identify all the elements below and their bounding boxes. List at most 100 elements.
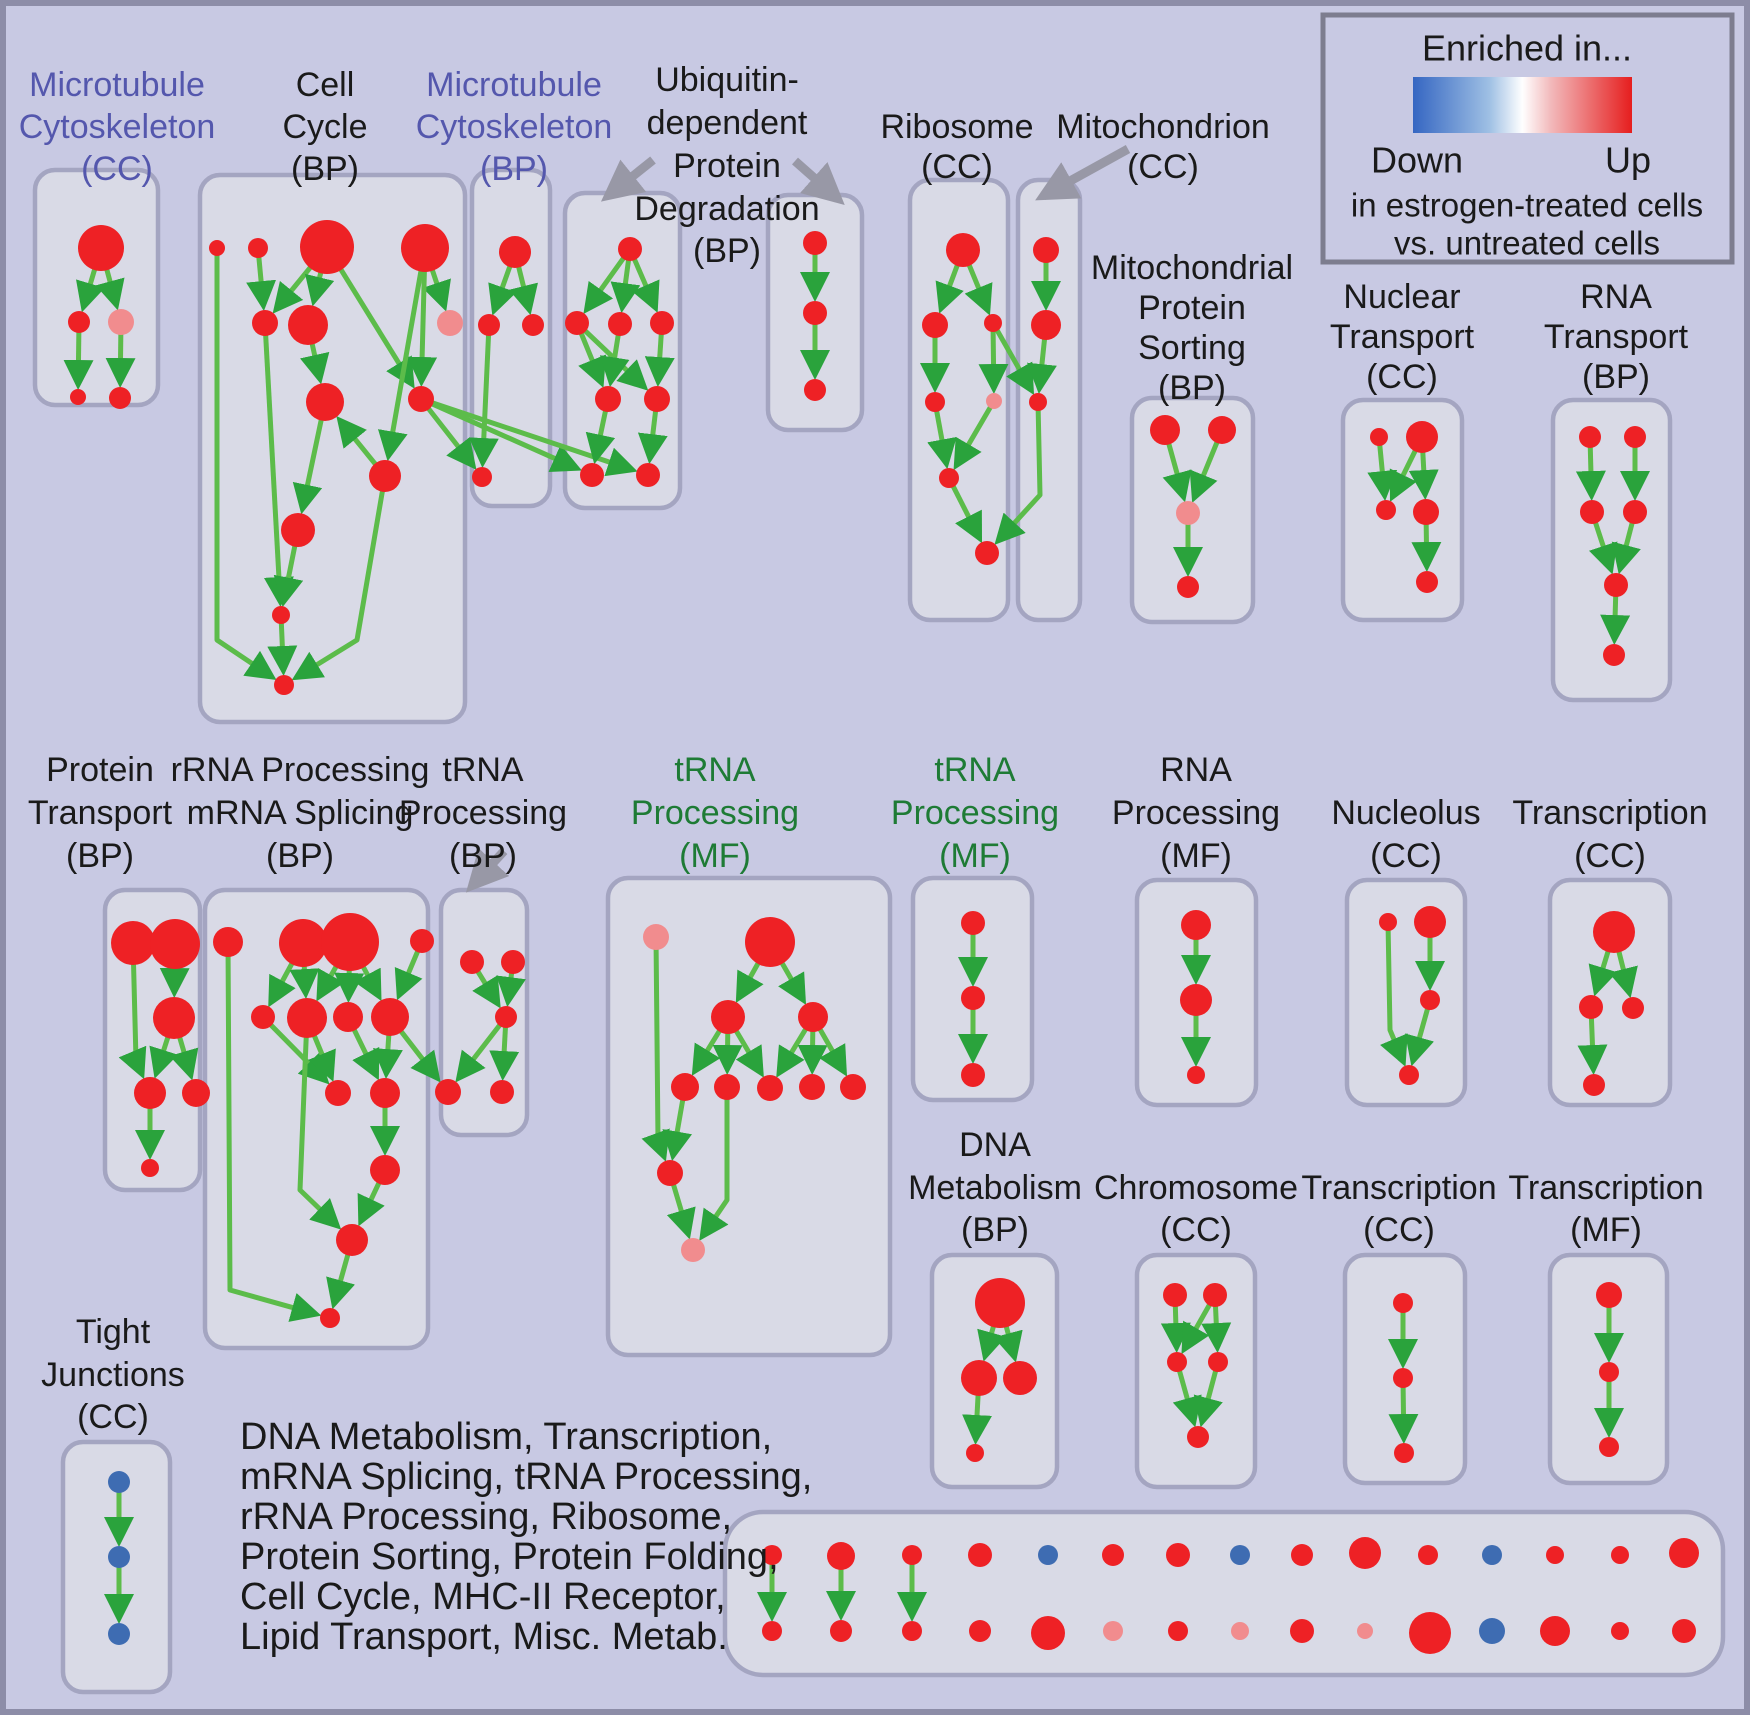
cluster-label-microtubule-cc: Microtubule (29, 66, 205, 104)
go-term-node-upregulated (213, 927, 243, 957)
cluster-label-transcription-cc-bottom: (CC) (1363, 1211, 1435, 1249)
go-term-node-upregulated (1003, 1361, 1037, 1395)
go-term-node-upregulated (1163, 1283, 1187, 1307)
hierarchy-edge (297, 1017, 342, 1230)
go-term-node-upregulated (522, 314, 544, 336)
go-term-node-upregulated (762, 1545, 782, 1565)
go-term-node-upregulated (961, 1063, 985, 1087)
go-term-node-upregulated (336, 1224, 368, 1256)
go-term-node-upregulated (803, 301, 827, 325)
go-term-node-downregulated (108, 1471, 130, 1493)
go-term-node-upregulated (370, 1155, 400, 1185)
go-term-node-upregulated (1540, 1616, 1570, 1646)
legend-title: Enriched in... (1422, 28, 1632, 69)
go-term-node-upregulated (714, 1074, 740, 1100)
go-term-node-upregulated (1102, 1544, 1124, 1566)
hierarchy-edge (291, 475, 388, 681)
cluster-label-rna-transport: RNA (1580, 278, 1652, 316)
go-term-node-upregulated (1167, 1352, 1187, 1372)
go-term-node-upregulated (975, 1278, 1025, 1328)
go-term-node-upregulated (1622, 997, 1644, 1019)
go-term-node-upregulated (1611, 1546, 1629, 1564)
go-term-node-upregulated (803, 231, 827, 255)
go-term-node-upregulated (1420, 990, 1440, 1010)
cluster-box-misc-strip (722, 1509, 1726, 1678)
go-term-node-upregulated (969, 1620, 991, 1642)
cluster-label-trna-bp: Processing (399, 794, 567, 832)
cluster-label-transcription-cc-mid: (CC) (1574, 837, 1646, 875)
cluster-label-rna-processing-mf: Processing (1112, 794, 1280, 832)
cluster-label-microtubule-cc: Cytoskeleton (19, 108, 216, 146)
cluster-label-rrna-mrna: rRNA Processing (171, 751, 430, 789)
cluster-label-mito-protein-sorting: (BP) (1158, 369, 1226, 407)
hierarchy-edge (699, 1087, 730, 1241)
cluster-label-microtubule-bp: (BP) (480, 150, 548, 188)
go-term-node-upregulated (209, 240, 225, 256)
hierarchy-edge (419, 396, 582, 473)
go-term-node-upregulated (274, 675, 294, 695)
cluster-label-trna-mf-1: tRNA (674, 751, 756, 789)
go-term-node-upregulated (1031, 310, 1061, 340)
go-term-node-upregulated (1416, 571, 1438, 593)
cluster-label-mito-protein-sorting: Sorting (1138, 329, 1246, 367)
go-term-node-upregulated (618, 237, 642, 261)
cluster-label-trna-bp: tRNA (442, 751, 524, 789)
cluster-label-rna-processing-mf: RNA (1160, 751, 1232, 789)
pointer-to-ubiquitin-degradation-box-arrow-icon (600, 156, 656, 202)
cluster-label-dna-metabolism: DNA (959, 1126, 1031, 1164)
go-term-node-downregulated (1230, 1545, 1250, 1565)
cluster-label-chromosome: (CC) (1160, 1211, 1232, 1249)
go-term-node-upregulated (410, 929, 434, 953)
cluster-label-nucleolus: Nucleolus (1331, 794, 1480, 832)
go-term-node-upregulated (961, 986, 985, 1010)
go-term-node-upregulated (1603, 644, 1625, 666)
hierarchy-edge (262, 322, 294, 608)
cluster-label-transcription-cc-mid: Transcription (1512, 794, 1707, 832)
go-term-node-upregulated (495, 1006, 517, 1028)
cluster-label-mitochondrion: Mitochondrion (1056, 108, 1270, 146)
go-term-node-downregulated (1479, 1618, 1505, 1644)
cluster-label-trna-mf-2: (MF) (939, 837, 1011, 875)
go-term-node-upregulated (321, 913, 379, 971)
go-term-node-upregulated (840, 1074, 866, 1100)
hierarchy-edge (575, 321, 649, 391)
go-term-node-upregulated (1623, 500, 1647, 524)
go-term-node-upregulated (961, 911, 985, 935)
go-term-node-upregulated (1546, 1546, 1564, 1564)
cluster-label-cell-cycle: Cell (296, 66, 355, 104)
go-term-node-upregulated (320, 1308, 340, 1328)
go-term-node-upregulated (1409, 1612, 1451, 1654)
go-term-node-upregulated (287, 998, 327, 1038)
go-term-node-upregulated (657, 1160, 683, 1186)
go-term-node-upregulated (565, 311, 589, 335)
go-term-node-upregulated (134, 1077, 166, 1109)
go-term-node-upregulated (966, 1444, 984, 1462)
go-term-node-upregulated (1611, 1622, 1629, 1640)
legend-down-label: Down (1371, 140, 1463, 181)
go-term-node-upregulated (1208, 416, 1236, 444)
legend-box (1320, 12, 1735, 265)
go-term-node-upregulated (252, 310, 278, 336)
go-term-node-upregulated (490, 1080, 514, 1104)
cluster-label-ribosome: Ribosome (880, 108, 1033, 146)
cluster-box-nuclear-transport (1340, 397, 1465, 623)
go-term-node-upregulated (757, 1075, 783, 1101)
go-term-node-upregulated (288, 305, 328, 345)
go-term-node-upregulated (671, 1073, 699, 1101)
go-term-node-upregulated (1370, 428, 1388, 446)
go-term-node-upregulated (1031, 1616, 1065, 1650)
go-term-node-weakly-upregulated (643, 924, 669, 950)
cluster-label-nuclear-transport: (CC) (1366, 358, 1438, 396)
cluster-label-tight-junctions: Junctions (41, 1356, 185, 1394)
go-term-node-upregulated (153, 997, 195, 1039)
cluster-label-ubiquitin-degradation: dependent (647, 104, 808, 142)
go-term-node-upregulated (109, 387, 131, 409)
go-term-node-upregulated (281, 513, 315, 547)
go-term-node-upregulated (636, 463, 660, 487)
go-term-node-upregulated (371, 998, 409, 1036)
cluster-label-microtubule-cc: (CC) (81, 150, 153, 188)
cluster-label-tight-junctions: (CC) (77, 1398, 149, 1436)
hierarchy-edge (419, 397, 477, 470)
go-term-node-upregulated (478, 314, 500, 336)
cluster-label-ribosome: (CC) (921, 148, 993, 186)
